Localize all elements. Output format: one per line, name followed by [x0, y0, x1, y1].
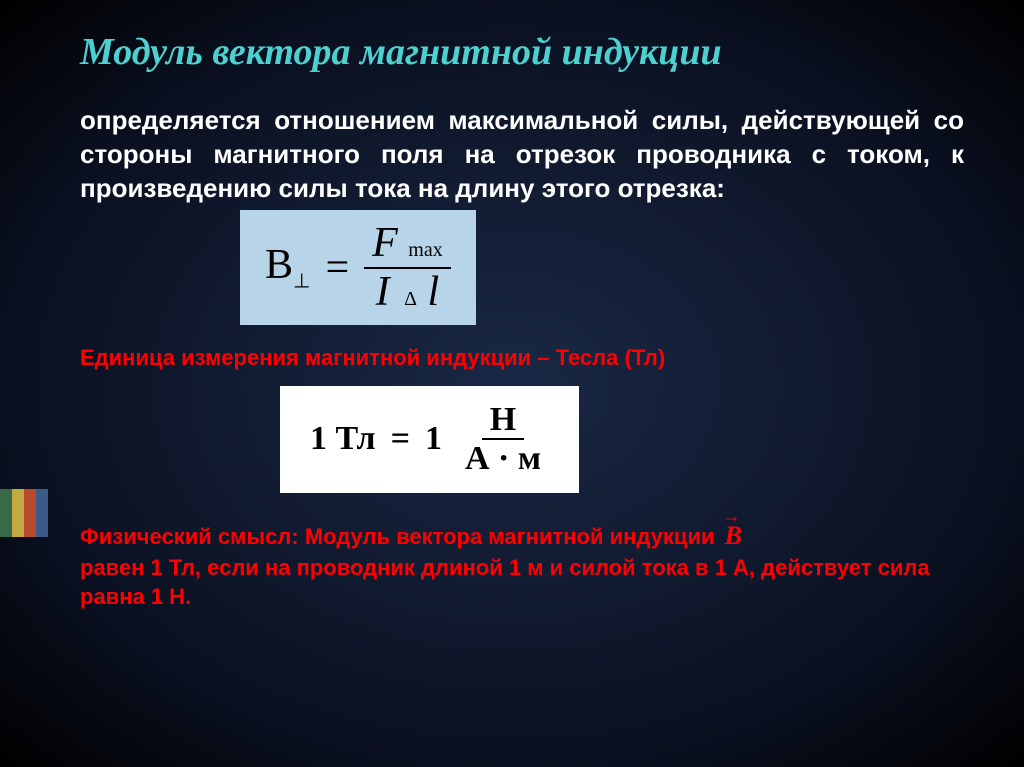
- formula-fraction: F max I Δ l: [364, 220, 451, 314]
- equals-sign: =: [325, 244, 349, 292]
- decorative-side-bars: [0, 489, 48, 537]
- formula-tesla-unit: 1 Тл = 1 Н А · м: [280, 386, 579, 493]
- symbol-F: F: [372, 220, 398, 266]
- symbol-I: I: [376, 269, 390, 315]
- slide-container: Модуль вектора магнитной индукции опреде…: [0, 0, 1024, 767]
- symbol-perp: ⊥: [293, 271, 310, 293]
- bar-1: [0, 489, 12, 537]
- bar-2: [12, 489, 24, 537]
- physical-meaning-text: Физический смысл: Модуль вектора магнитн…: [80, 518, 964, 612]
- unit-lhs: 1 Тл: [310, 420, 376, 458]
- subscript-delta: Δ: [404, 288, 417, 310]
- symbol-l: l: [428, 269, 440, 315]
- bar-4: [36, 489, 48, 537]
- formula-lhs: B⊥: [265, 241, 310, 293]
- subscript-max: max: [408, 239, 442, 261]
- definition-text: определяется отношением максимальной сил…: [80, 104, 964, 205]
- unit-fraction: Н А · м: [457, 401, 549, 478]
- vector-b-symbol: B: [721, 518, 742, 553]
- phys-line1a: Модуль вектора магнитной индукции: [305, 524, 721, 549]
- unit-scalar: 1: [425, 420, 442, 458]
- phys-line2: равен 1 Тл, если на проводник длиной 1 м…: [80, 555, 930, 610]
- formula-1-content: B⊥ = F max I Δ l: [265, 220, 451, 314]
- slide-title: Модуль вектора магнитной индукции: [80, 30, 964, 74]
- unit-of-measure-text: Единица измерения магнитной индукции – Т…: [80, 345, 964, 371]
- unit-denominator: А · м: [457, 440, 549, 477]
- denominator: I Δ l: [368, 269, 448, 315]
- phys-label: Физический смысл:: [80, 524, 305, 549]
- equals-sign-2: =: [391, 420, 410, 458]
- numerator: F max: [364, 220, 451, 268]
- formula-2-content: 1 Тл = 1 Н А · м: [310, 401, 549, 478]
- bar-3: [24, 489, 36, 537]
- symbol-B: B: [265, 242, 293, 288]
- unit-numerator: Н: [482, 401, 524, 440]
- formula-magnetic-induction: B⊥ = F max I Δ l: [240, 210, 476, 324]
